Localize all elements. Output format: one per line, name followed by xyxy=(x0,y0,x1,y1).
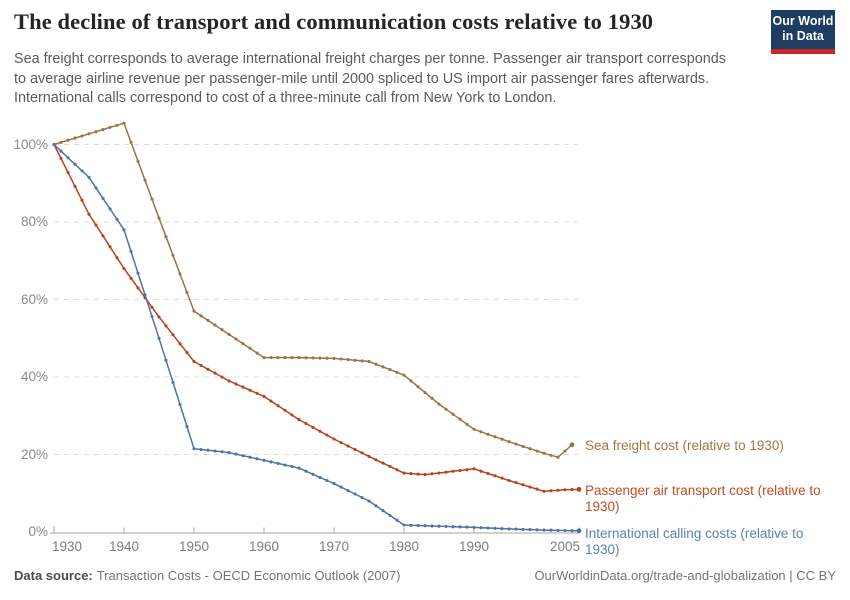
y-tick-0: 0% xyxy=(28,524,48,539)
x-tick-1980: 1980 xyxy=(388,539,420,554)
y-tick-100: 100% xyxy=(13,136,48,152)
y-tick-20: 20% xyxy=(20,446,48,462)
x-tick-1960: 1960 xyxy=(248,539,280,554)
y-tick-80: 80% xyxy=(20,214,48,229)
x-tick-1930: 1930 xyxy=(52,539,83,554)
owid-logo-line2: in Data xyxy=(782,29,824,43)
chart-subtitle: Sea freight corresponds to average inter… xyxy=(14,51,726,106)
x-tick-1940: 1940 xyxy=(108,539,140,554)
owid-logo-line1: Our World xyxy=(772,14,834,28)
x-tick-1970: 1970 xyxy=(318,539,350,554)
data-source-label: Data source: xyxy=(14,568,93,583)
x-tick-2005: 2005 xyxy=(549,539,580,554)
y-tick-40: 40% xyxy=(20,369,48,384)
owid-logo-text: Our World in Data xyxy=(771,10,835,49)
series-label-sea-freight: Sea freight cost (relative to 1930) xyxy=(585,438,784,453)
series-label-air-transport: Passenger air transport cost (relative t… xyxy=(585,483,821,514)
owid-logo[interactable]: Our World in Data xyxy=(771,10,835,54)
credit-link[interactable]: OurWorldinData.org/trade-and-globalizati… xyxy=(534,568,836,583)
x-tick-1950: 1950 xyxy=(178,539,210,554)
series-label-intl-calls: International calling costs (relative to… xyxy=(585,526,804,557)
owid-logo-red-bar xyxy=(771,49,835,54)
page-title: The decline of transport and communicati… xyxy=(14,9,654,34)
data-source-value: Transaction Costs - OECD Economic Outloo… xyxy=(96,568,401,583)
data-source: Data source: Transaction Costs - OECD Eco… xyxy=(14,568,400,583)
y-tick-60: 60% xyxy=(20,291,48,307)
x-tick-1990: 1990 xyxy=(458,539,490,554)
